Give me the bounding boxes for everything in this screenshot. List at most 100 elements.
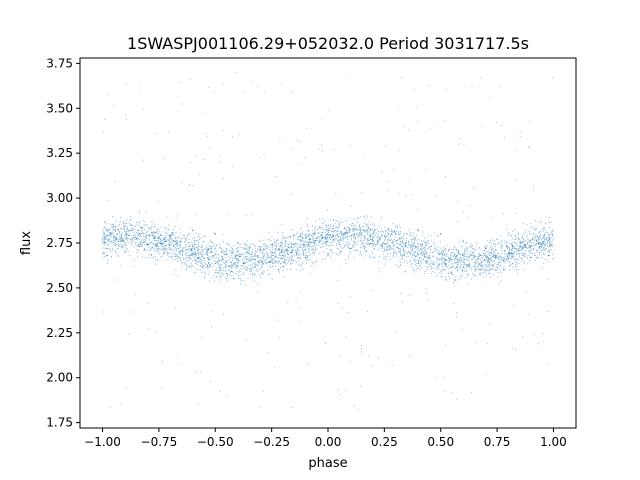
data-point bbox=[473, 251, 474, 253]
data-point bbox=[467, 217, 469, 218]
data-point bbox=[118, 235, 120, 237]
data-point bbox=[191, 252, 193, 254]
data-point bbox=[174, 237, 176, 239]
data-point bbox=[168, 252, 170, 254]
data-point bbox=[321, 243, 323, 245]
data-point bbox=[422, 255, 424, 257]
data-point bbox=[516, 269, 518, 271]
data-point bbox=[329, 238, 331, 240]
data-point bbox=[515, 239, 517, 241]
data-point bbox=[263, 253, 265, 255]
data-point bbox=[145, 241, 147, 243]
data-point bbox=[213, 231, 215, 233]
data-point bbox=[398, 266, 400, 268]
data-point bbox=[215, 277, 217, 279]
data-point bbox=[414, 236, 416, 238]
data-point bbox=[141, 228, 143, 229]
data-point bbox=[251, 255, 253, 257]
data-point bbox=[367, 225, 369, 227]
data-point bbox=[254, 265, 256, 267]
data-point bbox=[539, 242, 541, 244]
data-point bbox=[293, 234, 295, 236]
data-point bbox=[309, 237, 311, 239]
data-point bbox=[145, 243, 147, 245]
data-point bbox=[126, 249, 128, 251]
data-point bbox=[263, 258, 265, 259]
data-point bbox=[209, 250, 211, 252]
data-point bbox=[262, 262, 264, 264]
data-point bbox=[178, 250, 180, 252]
data-point bbox=[349, 231, 351, 233]
data-point bbox=[404, 245, 406, 247]
data-point bbox=[464, 259, 466, 260]
data-point bbox=[550, 250, 552, 252]
data-point bbox=[466, 247, 468, 249]
data-point bbox=[333, 220, 335, 222]
data-point bbox=[292, 249, 294, 251]
data-point bbox=[316, 244, 318, 246]
data-point bbox=[218, 272, 220, 274]
data-point bbox=[163, 158, 164, 160]
data-point bbox=[307, 245, 309, 246]
data-point bbox=[276, 260, 277, 262]
data-point bbox=[145, 250, 147, 252]
data-point bbox=[520, 244, 522, 246]
data-point bbox=[109, 228, 111, 230]
data-point bbox=[398, 150, 400, 152]
data-point bbox=[388, 227, 389, 229]
data-point bbox=[388, 189, 390, 191]
data-point bbox=[524, 233, 526, 235]
data-point bbox=[418, 264, 420, 266]
data-point bbox=[480, 255, 482, 256]
data-point bbox=[407, 242, 409, 244]
data-point bbox=[531, 244, 533, 246]
data-point bbox=[158, 239, 160, 241]
data-point bbox=[450, 257, 451, 259]
data-point bbox=[480, 274, 482, 276]
data-point bbox=[114, 240, 116, 242]
data-point bbox=[394, 240, 396, 242]
data-point bbox=[544, 249, 546, 250]
data-point bbox=[117, 228, 119, 230]
data-point bbox=[436, 262, 438, 264]
data-point bbox=[207, 267, 209, 269]
data-point bbox=[139, 87, 141, 89]
data-point bbox=[320, 236, 322, 238]
data-point bbox=[516, 261, 518, 263]
data-point bbox=[494, 252, 495, 254]
data-point bbox=[374, 234, 376, 236]
data-point bbox=[176, 240, 178, 242]
data-point bbox=[366, 311, 368, 312]
data-point bbox=[267, 245, 269, 247]
data-point bbox=[207, 255, 209, 257]
data-point bbox=[421, 244, 423, 246]
data-point bbox=[369, 229, 371, 231]
data-point bbox=[335, 226, 337, 228]
data-point bbox=[520, 245, 522, 247]
data-point bbox=[249, 260, 251, 261]
data-point bbox=[244, 284, 246, 286]
data-point bbox=[274, 262, 276, 263]
data-point bbox=[519, 243, 521, 245]
data-point bbox=[267, 254, 269, 256]
data-point bbox=[363, 248, 365, 249]
data-point bbox=[155, 250, 157, 252]
data-point bbox=[302, 254, 304, 256]
data-point bbox=[261, 273, 263, 274]
data-point bbox=[240, 256, 242, 257]
data-point bbox=[271, 259, 273, 261]
data-point bbox=[503, 251, 505, 253]
data-point bbox=[387, 241, 388, 243]
data-point bbox=[373, 243, 375, 245]
data-point bbox=[290, 262, 292, 264]
data-point bbox=[328, 245, 330, 247]
data-point bbox=[372, 223, 374, 225]
data-point bbox=[448, 268, 450, 270]
data-point bbox=[232, 271, 234, 273]
data-point bbox=[220, 255, 222, 257]
data-point bbox=[300, 292, 301, 294]
data-point bbox=[511, 243, 512, 245]
data-point bbox=[515, 149, 516, 151]
data-point bbox=[349, 252, 351, 254]
data-point bbox=[194, 248, 196, 250]
